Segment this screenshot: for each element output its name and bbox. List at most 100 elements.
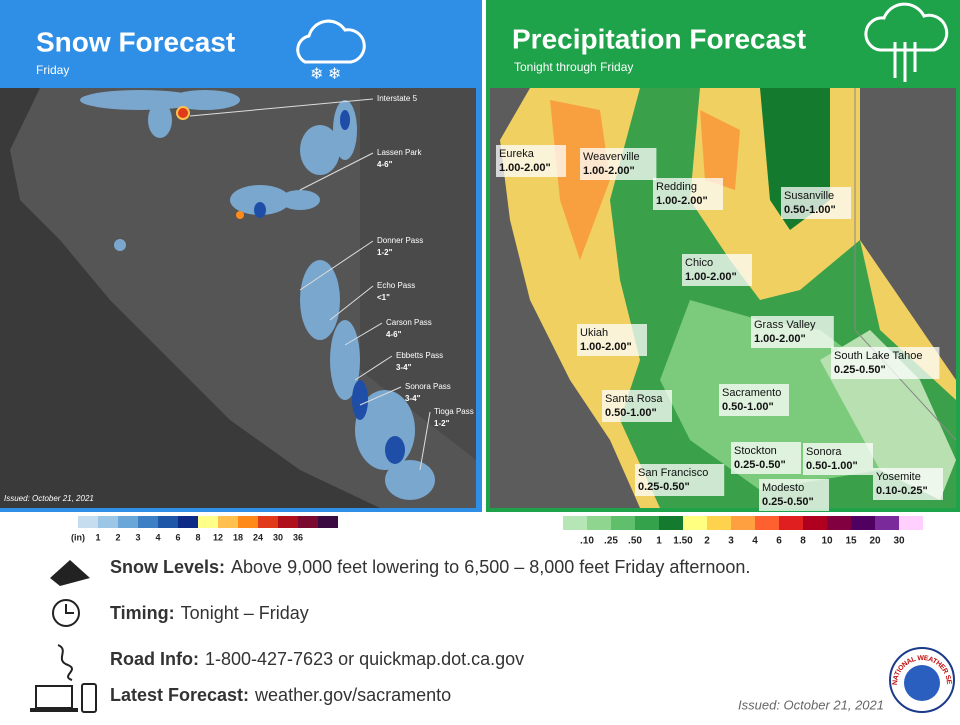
precip-location: Redding	[656, 181, 697, 193]
legend-label: .25	[604, 536, 618, 547]
snow-location: Tioga Pass	[434, 407, 474, 416]
precip-amount: 0.25-0.50"	[734, 459, 786, 471]
label-box	[759, 479, 829, 511]
precip-location: Weaverville	[583, 151, 640, 163]
legend-label: .10	[580, 536, 594, 547]
legend-swatch	[731, 516, 755, 530]
info-label: Road Info:	[110, 649, 199, 669]
legend-label: 1.50	[673, 536, 693, 547]
legend-label: 8	[800, 536, 806, 547]
label-box	[653, 178, 723, 210]
issued-note: Issued: October 21, 2021	[4, 494, 94, 503]
nevada	[360, 88, 476, 460]
label-box	[781, 187, 851, 219]
legend-swatch	[875, 516, 899, 530]
legend-swatch	[298, 516, 318, 528]
legend-swatch	[611, 516, 635, 530]
panel-subtitle: Friday	[36, 63, 69, 77]
precip-location: Ukiah	[580, 327, 608, 339]
leader-line	[354, 355, 393, 381]
legend-swatch	[683, 516, 707, 530]
precip-amount: 1.00-2.00"	[580, 341, 632, 353]
phone-icon	[81, 683, 97, 713]
snow-location: Echo Pass	[377, 281, 415, 290]
label-box	[682, 254, 752, 286]
road-icon	[57, 644, 73, 681]
snow-amount: 1-2"	[434, 419, 450, 428]
legend-label: .50	[628, 536, 642, 547]
precip-amount: 0.25-0.50"	[762, 496, 814, 508]
nws-logo-inner	[904, 665, 940, 701]
info-text: weather.gov/sacramento	[254, 685, 451, 705]
legend-label: 6	[776, 536, 782, 547]
precip-location: Grass Valley	[754, 319, 816, 331]
snow-amount: 4-6"	[377, 160, 393, 169]
legend-swatch	[318, 516, 338, 528]
info-row: Snow Levels: Above 9,000 feet lowering to…	[110, 557, 750, 577]
snow-amount: <1"	[377, 293, 390, 302]
legend-swatch	[587, 516, 611, 530]
precip-amount: 1.00-2.00"	[583, 165, 635, 177]
laptop-icon	[35, 685, 73, 709]
info-label: Timing:	[110, 603, 175, 623]
state-line	[854, 88, 957, 441]
legend-label: 20	[869, 536, 881, 547]
snow-location: Ebbetts Pass	[396, 351, 443, 360]
legend-swatch	[238, 516, 258, 528]
legend-label: 18	[233, 532, 243, 542]
heavy-snow-point	[176, 106, 190, 120]
legend-swatch	[563, 516, 587, 530]
precip-amount: 1.00-2.00"	[685, 271, 737, 283]
panel-title: Snow Forecast	[36, 26, 235, 57]
precip-amount: 0.10-0.25"	[876, 485, 928, 497]
legend-label: 30	[893, 536, 905, 547]
snow-amount: 4-6"	[386, 330, 402, 339]
leader-line	[359, 386, 402, 406]
mountain-icon	[50, 560, 90, 586]
legend-label: 10	[821, 536, 833, 547]
leader-line	[329, 285, 374, 321]
legend-swatch	[707, 516, 731, 530]
precip-location: Chico	[685, 257, 713, 269]
label-box	[635, 464, 725, 496]
legend-label: 8	[195, 532, 200, 542]
precip-amount: 0.50-1.00"	[605, 407, 657, 419]
leader-line	[419, 411, 431, 471]
legend-label: 1	[656, 536, 662, 547]
precip-location: Sacramento	[722, 387, 781, 399]
precip-location: Susanville	[784, 190, 834, 202]
legend-label: 30	[273, 532, 283, 542]
legend-label: 36	[293, 532, 303, 542]
snow-location: Carson Pass	[386, 318, 432, 327]
snow-location: Lassen Park	[377, 148, 422, 157]
snow-location: Sonora Pass	[405, 382, 451, 391]
precip-location: Eureka	[499, 148, 535, 160]
precip-amount: 0.25-0.50"	[638, 481, 690, 493]
legend-swatch	[218, 516, 238, 528]
precip-amount: 1.00-2.00"	[656, 195, 708, 207]
heavy-snow-point	[236, 211, 244, 219]
legend-swatch	[258, 516, 278, 528]
precip-amount: 1.00-2.00"	[499, 162, 551, 174]
precip-amount: 0.50-1.00"	[806, 460, 858, 472]
label-box	[580, 148, 657, 180]
heavy-snow	[254, 110, 405, 464]
label-box	[719, 384, 789, 416]
precip-location: Yosemite	[876, 471, 921, 483]
legend-label: 15	[845, 536, 857, 547]
precip-amount: 1.00-2.00"	[754, 333, 806, 345]
legend-label: 1	[95, 532, 100, 542]
legend-label: 24	[253, 532, 263, 542]
legend-label: (in)	[71, 532, 85, 542]
legend-swatch	[178, 516, 198, 528]
legend-swatch	[198, 516, 218, 528]
legend-swatch	[98, 516, 118, 528]
snow-location: Interstate 5	[377, 94, 418, 103]
label-box	[496, 145, 566, 177]
label-box	[602, 390, 672, 422]
label-box	[751, 316, 834, 348]
cloud-icon	[296, 19, 366, 64]
precip-location: Sonora	[806, 446, 842, 458]
legend-swatch	[827, 516, 851, 530]
